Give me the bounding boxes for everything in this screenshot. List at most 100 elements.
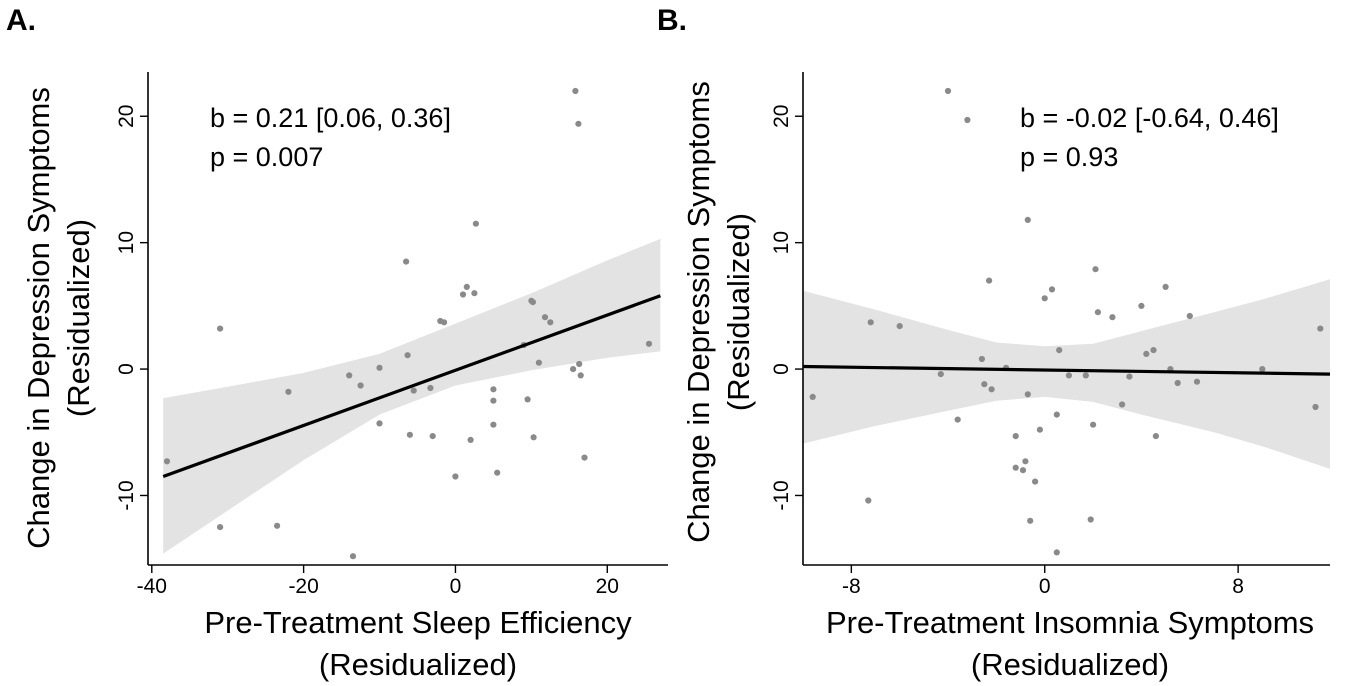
annotation-p-value: p = 0.93 xyxy=(1020,142,1118,172)
x-tick-label: -40 xyxy=(137,575,167,598)
y-tick-label: 10 xyxy=(115,231,138,254)
data-point-31 xyxy=(529,299,537,306)
x-axis-title-line-2: (Residualized) xyxy=(971,647,1169,682)
annotation-p-value: p = 0.007 xyxy=(210,142,323,172)
data-point-3 xyxy=(896,323,903,330)
data-point-39 xyxy=(576,360,583,368)
data-point-4 xyxy=(285,388,292,395)
data-point-11 xyxy=(988,386,995,393)
data-point-9 xyxy=(376,420,383,427)
data-point-44 xyxy=(1193,378,1201,385)
data-point-16 xyxy=(1022,458,1029,465)
data-point-15 xyxy=(429,433,436,440)
data-point-18 xyxy=(452,473,459,480)
data-point-33 xyxy=(535,359,543,366)
y-tick-label: 0 xyxy=(115,363,138,375)
data-point-5 xyxy=(346,372,353,379)
y-tick-label: 20 xyxy=(770,105,793,128)
data-point-26 xyxy=(1056,347,1063,354)
data-point-28 xyxy=(1082,372,1089,379)
data-point-38 xyxy=(575,120,582,127)
data-point-14 xyxy=(427,384,434,392)
data-point-9 xyxy=(981,381,988,388)
data-point-18 xyxy=(1024,216,1031,223)
data-point-2 xyxy=(217,524,224,531)
x-axis-title-line-1: Pre-Treatment Insomnia Symptoms xyxy=(826,605,1314,640)
data-point-24 xyxy=(490,386,497,393)
confidence-band xyxy=(163,238,661,554)
data-point-20 xyxy=(1032,478,1039,485)
data-point-42 xyxy=(645,340,653,347)
data-point-8 xyxy=(376,364,383,371)
y-tick-label: -10 xyxy=(115,480,138,510)
regression-line xyxy=(162,294,661,479)
data-point-22 xyxy=(1041,295,1048,302)
data-point-21 xyxy=(467,436,474,443)
data-point-3 xyxy=(274,522,281,529)
data-point-41 xyxy=(581,454,588,461)
data-point-1 xyxy=(217,325,224,332)
data-point-19 xyxy=(459,291,467,298)
data-point-43 xyxy=(1186,312,1193,320)
data-point-6 xyxy=(954,416,961,423)
y-axis-title-line-1: Change in Depression Symptoms xyxy=(21,87,56,549)
data-point-40 xyxy=(1162,283,1169,290)
data-point-24 xyxy=(1053,411,1060,418)
y-axis-title-line-2: (Residualized) xyxy=(721,213,756,411)
panel-a: A. -10 0 10 20 -40 -20 0 20 b = 0.21 [0.06, 0.3… xyxy=(6,4,668,682)
x-tick-label: -8 xyxy=(842,575,861,598)
data-point-27 xyxy=(1065,372,1072,379)
data-point-0 xyxy=(163,458,171,465)
data-point-4 xyxy=(937,371,944,378)
data-point-35 xyxy=(1126,373,1133,380)
data-point-37 xyxy=(572,87,579,95)
data-point-12 xyxy=(406,431,413,438)
x-tick-label: 0 xyxy=(450,575,462,598)
x-tick-label: -20 xyxy=(288,575,318,598)
data-point-26 xyxy=(490,421,497,428)
x-tick-label: 8 xyxy=(1232,575,1244,598)
data-point-33 xyxy=(1109,314,1116,321)
data-point-36 xyxy=(1138,302,1145,309)
data-point-10 xyxy=(986,277,993,284)
data-point-40 xyxy=(577,372,584,379)
data-point-7 xyxy=(964,116,971,124)
data-point-17 xyxy=(441,319,448,326)
data-point-21 xyxy=(1036,426,1043,433)
data-point-17 xyxy=(1024,391,1031,398)
data-point-15 xyxy=(1019,467,1027,474)
data-point-5 xyxy=(944,87,952,95)
data-point-2 xyxy=(867,319,874,326)
data-point-19 xyxy=(1027,517,1034,524)
data-point-13 xyxy=(410,387,417,394)
data-point-23 xyxy=(1048,286,1056,293)
y-tick-label: 20 xyxy=(115,105,138,128)
data-point-11 xyxy=(404,352,411,359)
y-tick-label: 0 xyxy=(770,363,793,375)
y-tick-label: -10 xyxy=(770,480,793,510)
data-point-29 xyxy=(1087,516,1094,523)
y-axis-title-line-1: Change in Depression Symptoms xyxy=(681,81,716,543)
data-point-39 xyxy=(1152,433,1159,440)
data-point-47 xyxy=(1317,325,1324,332)
data-point-23 xyxy=(472,220,479,227)
data-point-8 xyxy=(978,355,986,363)
data-point-27 xyxy=(494,469,501,476)
data-point-38 xyxy=(1150,347,1157,354)
data-point-10 xyxy=(403,258,410,265)
annotation-coefficient: b = -0.02 [-0.64, 0.46] xyxy=(1020,103,1279,133)
data-point-45 xyxy=(1259,366,1266,373)
data-point-30 xyxy=(1090,421,1097,428)
data-point-35 xyxy=(547,319,554,326)
data-point-25 xyxy=(490,397,497,404)
data-point-31 xyxy=(1092,266,1099,273)
panel-a-letter: A. xyxy=(6,4,36,37)
data-point-32 xyxy=(1094,309,1101,316)
x-axis-title-line-1: Pre-Treatment Sleep Efficiency xyxy=(204,605,632,640)
x-axis-title-line-2: (Residualized) xyxy=(319,647,517,682)
y-tick-label: 10 xyxy=(770,231,793,254)
regression-line xyxy=(802,364,1331,376)
x-tick-label: 0 xyxy=(1039,575,1051,598)
